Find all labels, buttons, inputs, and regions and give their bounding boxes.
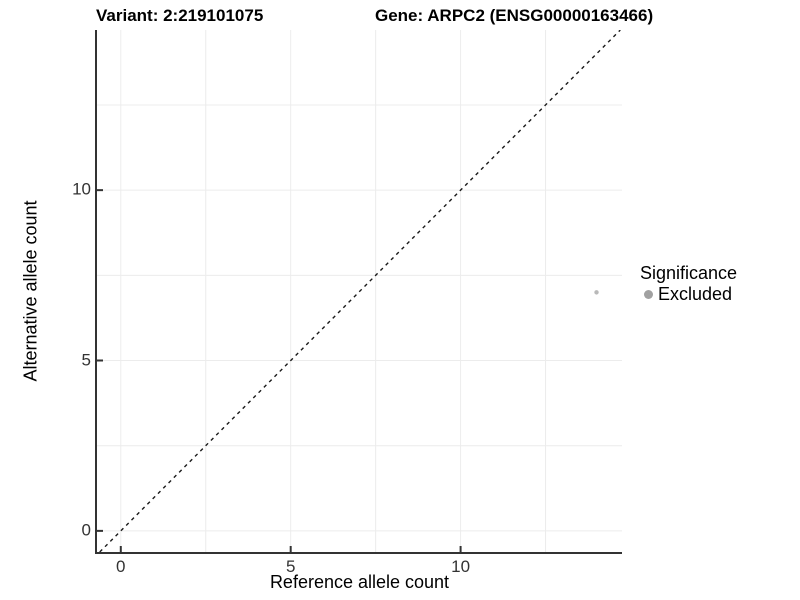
- x-axis-title: Reference allele count: [269, 572, 450, 592]
- plot-panel: [95, 30, 622, 554]
- legend-significance: Significance Excluded: [640, 263, 798, 305]
- plot-canvas: [97, 30, 622, 552]
- plot-title-gene: Gene: ARPC2 (ENSG00000163466): [375, 6, 654, 25]
- y-axis-tick-label: 5: [81, 350, 91, 370]
- y-axis-tick-label: 10: [72, 179, 91, 199]
- identity-dashed-line: [99, 30, 621, 552]
- y-axis-tick-label: 0: [81, 520, 91, 540]
- x-axis-tick-label: 10: [451, 557, 471, 576]
- legend-item-label: Excluded: [658, 284, 733, 304]
- plot-title-variant: Variant: 2:219101075: [96, 6, 264, 25]
- x-axis-tick-label: 0: [116, 557, 126, 576]
- legend-title: Significance: [640, 263, 738, 283]
- data-point: [594, 290, 599, 295]
- x-axis-tick-label: 5: [285, 557, 296, 576]
- legend-item-excluded: Excluded: [640, 284, 798, 305]
- legend-point-icon: [644, 290, 653, 299]
